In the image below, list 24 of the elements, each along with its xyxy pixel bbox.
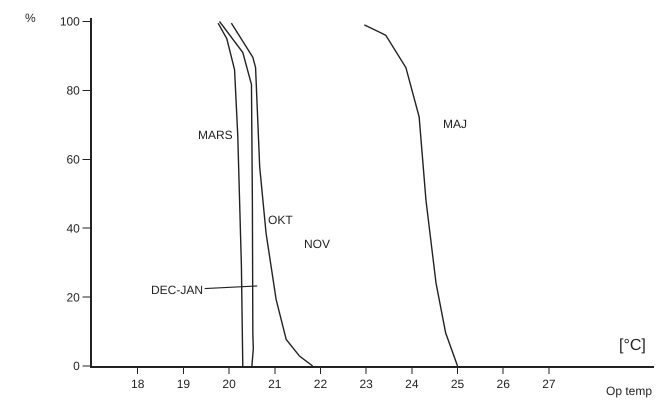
annotation: MARS — [198, 128, 233, 142]
y-tick-label: 80 — [66, 84, 80, 98]
annotation: [°C] — [619, 337, 646, 354]
annotation: MAJ — [443, 117, 467, 131]
x-tick-label: 23 — [359, 377, 374, 392]
y-tick-label: 60 — [66, 152, 80, 166]
x-tick-label: 24 — [405, 377, 419, 392]
x-tick-label: 26 — [496, 377, 510, 392]
annotation: NOV — [304, 237, 330, 251]
y-tick-label: 40 — [66, 221, 80, 236]
x-tick-label: 19 — [176, 377, 190, 392]
y-tick-label: 20 — [66, 290, 80, 304]
x-tick-label: 27 — [542, 377, 556, 392]
annotation: OKT — [268, 213, 294, 227]
annotation: DEC-JAN — [151, 283, 204, 297]
y-tick-label: 0 — [73, 359, 80, 374]
x-tick-label: 18 — [131, 377, 145, 392]
y-axis-title: % — [25, 11, 36, 25]
x-tick-label: 25 — [450, 377, 465, 392]
x-tick-label: 21 — [268, 377, 282, 392]
y-tick-label: 100 — [60, 14, 80, 29]
x-axis-title: Op temp — [606, 384, 652, 398]
x-tick-label: 20 — [222, 377, 236, 392]
x-tick-label: 22 — [314, 377, 328, 392]
